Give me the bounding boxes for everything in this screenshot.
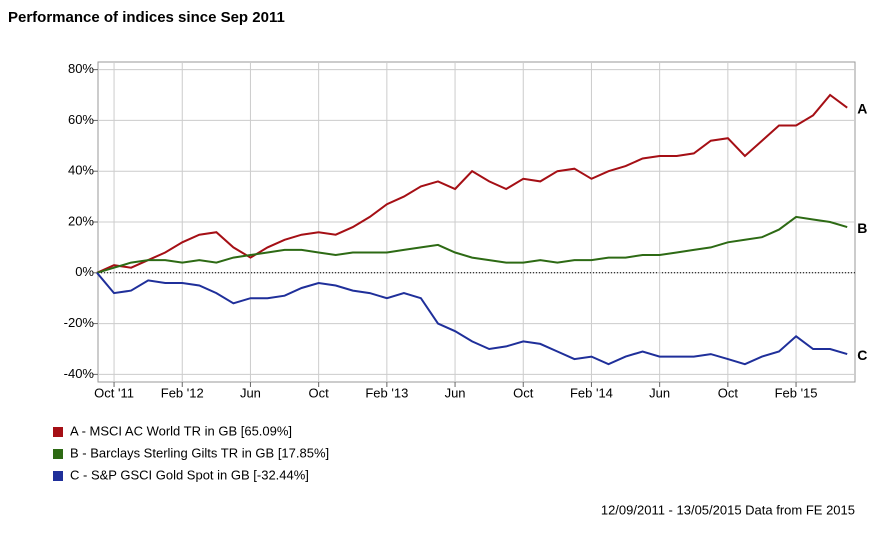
x-tick-label: Oct '11 bbox=[94, 385, 134, 400]
series-line bbox=[96, 272, 848, 366]
x-tick-label: Feb '14 bbox=[570, 385, 613, 400]
x-tick-label: Oct bbox=[718, 385, 739, 400]
x-tick-label: Feb '13 bbox=[365, 385, 408, 400]
y-tick-label: 20% bbox=[68, 213, 94, 228]
footer: 12/09/2011 - 13/05/2015 Data from FE 201… bbox=[601, 502, 855, 517]
y-tick-label: 80% bbox=[68, 61, 94, 76]
series-line bbox=[96, 215, 848, 274]
legend-label: C - S&P GSCI Gold Spot in GB [-32.44%] bbox=[70, 467, 309, 482]
legend-label: A - MSCI AC World TR in GB [65.09%] bbox=[70, 423, 292, 438]
legend-swatch bbox=[53, 449, 63, 459]
x-tick-label: Jun bbox=[445, 385, 466, 400]
x-tick-label: Feb '12 bbox=[161, 385, 204, 400]
y-tick-label: -40% bbox=[64, 366, 95, 381]
legend-label: B - Barclays Sterling Gilts TR in GB [17… bbox=[70, 445, 329, 460]
y-tick-label: -20% bbox=[64, 315, 95, 330]
end-label: B bbox=[857, 220, 867, 236]
y-tick-label: 60% bbox=[68, 112, 94, 127]
x-tick-label: Jun bbox=[649, 385, 670, 400]
y-tick-label: 0% bbox=[75, 264, 94, 279]
chart-title: Performance of indices since Sep 2011 bbox=[8, 9, 285, 26]
series-line bbox=[96, 93, 848, 274]
legend-swatch bbox=[53, 427, 63, 437]
end-label: A bbox=[857, 100, 867, 116]
x-tick-label: Feb '15 bbox=[775, 385, 818, 400]
y-tick-label: 40% bbox=[68, 163, 94, 178]
x-tick-label: Jun bbox=[240, 385, 261, 400]
legend-swatch bbox=[53, 471, 63, 481]
x-tick-label: Oct bbox=[513, 385, 534, 400]
end-label: C bbox=[857, 347, 867, 363]
x-tick-label: Oct bbox=[309, 385, 330, 400]
